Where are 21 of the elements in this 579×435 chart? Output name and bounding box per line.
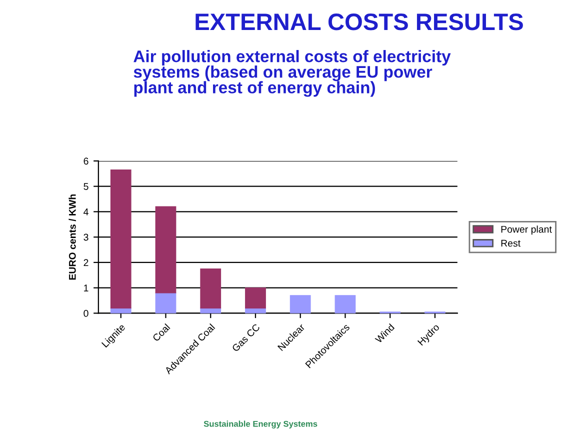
bar [110, 169, 132, 308]
chart-title: EXTERNAL COSTS RESULTS [196, 14, 523, 30]
y-axis-title: EURO cents / KWh [68, 194, 76, 280]
bar [290, 295, 311, 314]
bar [245, 287, 266, 308]
text: Sustainable Energy Systems [204, 420, 318, 428]
y-tick-label: 4 [84, 208, 88, 216]
y-tick-label: 3 [84, 234, 88, 241]
bar [334, 295, 356, 314]
y-tick-label: 5 [84, 183, 88, 190]
legend-label: Rest [501, 240, 520, 247]
legend-label: Power plant [501, 226, 552, 235]
chart-subtitle: Air pollution external costs of electricity systems (based on average EU power plant and rest of energy chain) [134, 50, 451, 97]
y-tick-label: 2 [84, 259, 88, 266]
bar [200, 268, 222, 308]
x-tick-label: Gas CC [232, 323, 260, 352]
y-tick-label: 1 [84, 284, 88, 292]
bar [155, 292, 176, 314]
bar [155, 206, 176, 294]
y-tick-label: 0 [84, 310, 88, 317]
y-tick-label: 6 [84, 158, 88, 165]
